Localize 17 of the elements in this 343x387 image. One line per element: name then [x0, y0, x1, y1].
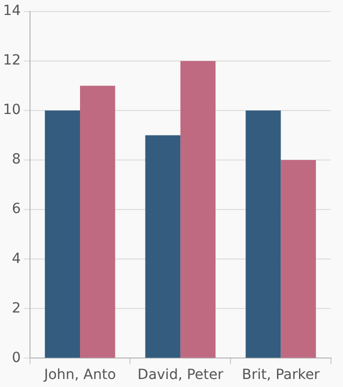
y-tick-label: 2: [12, 300, 21, 316]
y-tick-label: 4: [12, 250, 21, 267]
y-tick-label: 14: [2, 3, 21, 20]
bar: [80, 86, 116, 358]
bar: [280, 160, 316, 358]
y-tick-label: 12: [2, 52, 21, 69]
bar: [246, 110, 281, 358]
x-tick-label: John, Anto: [43, 367, 116, 384]
y-tick-label: 10: [2, 102, 21, 118]
x-tick-label: David, Peter: [138, 367, 224, 384]
y-tick-label: 8: [12, 152, 21, 168]
y-tick-label: 6: [12, 201, 21, 218]
y-tick-label: 0: [12, 350, 21, 366]
x-tick-label: Brit, Parker: [242, 367, 320, 384]
bar: [180, 60, 216, 358]
bar: [44, 110, 80, 358]
bar: [145, 135, 180, 358]
